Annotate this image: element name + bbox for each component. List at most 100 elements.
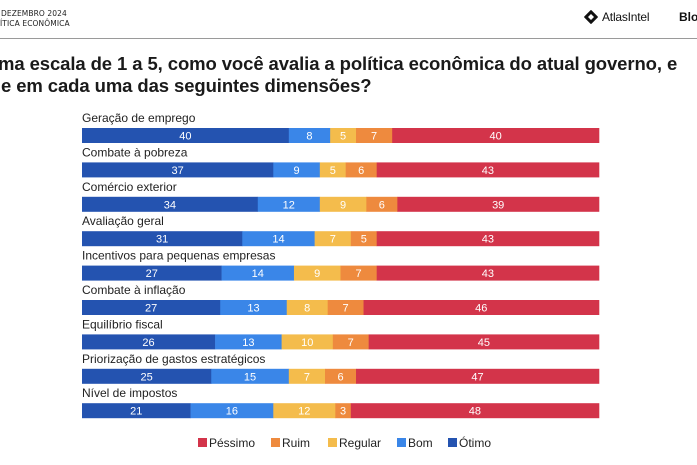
legend-label-ruim: Ruim [282, 436, 310, 450]
bar-segment-bom-comercio-exterior [257, 196, 321, 212]
data-label-otimo-combate-a-inflacao: 27 [145, 303, 157, 315]
bar-segment-pessimo-priorizacao-de-gastos-estrategicos [356, 368, 600, 384]
data-label-regular-nivel-de-impostos: 12 [298, 406, 310, 418]
bar-segment-ruim-priorizacao-de-gastos-estrategicos [324, 368, 357, 384]
bar-segment-regular-combate-a-pobreza [319, 162, 346, 178]
bar-segment-otimo-geracao-de-emprego [82, 128, 290, 143]
data-label-bom-combate-a-pobreza: 9 [293, 165, 299, 177]
bar-segment-regular-avaliacao-geral [314, 231, 352, 247]
legend-swatch-ruim [271, 438, 280, 447]
data-label-regular-comercio-exterior: 9 [340, 199, 346, 211]
legend-label-bom: Bom [408, 436, 433, 450]
category-label-comercio-exterior: Comércio exterior [82, 180, 177, 194]
header-divider [0, 38, 697, 39]
data-label-bom-priorizacao-de-gastos-estrategicos: 15 [244, 371, 256, 383]
bar-segment-ruim-geracao-de-emprego [356, 128, 393, 143]
data-label-pessimo-incentivos-para-pequenas-empresas: 43 [482, 268, 494, 280]
data-label-otimo-nivel-de-impostos: 21 [130, 406, 142, 418]
data-label-otimo-equilibrio-fiscal: 26 [142, 337, 154, 349]
legend-swatch-bom [397, 438, 406, 447]
report-header: DEZEMBRO 2024 ÍTICA ECONÔMICA [0, 9, 70, 29]
data-label-pessimo-nivel-de-impostos: 48 [469, 406, 481, 418]
bar-segment-otimo-combate-a-inflacao [82, 300, 221, 315]
data-label-ruim-priorizacao-de-gastos-estrategicos: 6 [337, 371, 343, 383]
bar-segment-bom-geracao-de-emprego [288, 128, 331, 143]
bar-segment-pessimo-incentivos-para-pequenas-empresas [376, 265, 600, 281]
bar-segment-otimo-avaliacao-geral [82, 231, 243, 247]
bar-segment-bom-avaliacao-geral [242, 231, 315, 247]
data-label-ruim-combate-a-inflacao: 7 [343, 303, 349, 315]
bar-segment-ruim-combate-a-pobreza [345, 162, 377, 178]
bar-segment-otimo-incentivos-para-pequenas-empresas [82, 265, 222, 281]
report-topic: ÍTICA ECONÔMICA [0, 19, 70, 28]
report-date: DEZEMBRO 2024 [1, 9, 67, 18]
data-label-regular-combate-a-inflacao: 8 [304, 303, 310, 315]
bar-segment-regular-priorizacao-de-gastos-estrategicos [288, 368, 326, 384]
atlasintel-logo-icon [584, 10, 598, 24]
data-label-otimo-priorizacao-de-gastos-estrategicos: 25 [141, 371, 153, 383]
bar-segment-bom-combate-a-inflacao [220, 300, 288, 315]
category-label-nivel-de-impostos: Nível de impostos [82, 386, 177, 400]
legend-label-pessimo: Péssimo [209, 436, 255, 450]
data-label-ruim-incentivos-para-pequenas-empresas: 7 [356, 268, 362, 280]
category-label-geracao-de-emprego: Geração de emprego [82, 111, 196, 125]
data-label-ruim-geracao-de-emprego: 7 [371, 131, 377, 143]
data-label-ruim-combate-a-pobreza: 6 [358, 165, 364, 177]
bar-segment-otimo-comercio-exterior [82, 196, 259, 212]
chart-title-line-2: e em cada uma das seguintes dimensões? [1, 75, 372, 96]
data-label-pessimo-comercio-exterior: 39 [492, 199, 504, 211]
data-label-pessimo-priorizacao-de-gastos-estrategicos: 47 [471, 371, 483, 383]
data-label-regular-avaliacao-geral: 7 [330, 234, 336, 246]
category-label-incentivos-para-pequenas-empresas: Incentivos para pequenas empresas [82, 249, 275, 263]
data-label-otimo-combate-a-pobreza: 37 [172, 165, 184, 177]
data-label-bom-equilibrio-fiscal: 13 [242, 337, 254, 349]
bar-segment-bom-priorizacao-de-gastos-estrategicos [211, 368, 290, 384]
bar-segment-ruim-avaliacao-geral [350, 231, 377, 247]
legend-swatch-otimo [448, 438, 457, 447]
bar-segment-pessimo-geracao-de-emprego [392, 128, 600, 143]
legend-label-otimo: Ótimo [459, 435, 491, 450]
bar-segment-ruim-comercio-exterior [366, 196, 398, 212]
bar-segment-bom-equilibrio-fiscal [215, 334, 282, 350]
legend-swatch-regular [328, 438, 337, 447]
bar-segment-ruim-nivel-de-impostos [335, 403, 352, 419]
bar-segment-regular-incentivos-para-pequenas-empresas [293, 265, 341, 281]
data-label-otimo-avaliacao-geral: 31 [156, 234, 168, 246]
data-label-bom-combate-a-inflacao: 13 [247, 303, 259, 315]
bar-segment-ruim-equilibrio-fiscal [332, 334, 369, 350]
data-label-otimo-geracao-de-emprego: 40 [179, 131, 191, 143]
bar-segment-regular-equilibrio-fiscal [281, 334, 334, 350]
data-label-regular-combate-a-pobreza: 5 [330, 165, 336, 177]
data-label-bom-comercio-exterior: 12 [283, 199, 295, 211]
chart-title: ma escala de 1 a 5, como você avalia a p… [0, 53, 697, 97]
legend-swatch-pessimo [198, 438, 207, 447]
data-label-otimo-incentivos-para-pequenas-empresas: 27 [146, 268, 158, 280]
nav-blog-link[interactable]: Blo [679, 10, 697, 24]
data-label-ruim-comercio-exterior: 6 [379, 199, 385, 211]
bar-segment-bom-incentivos-para-pequenas-empresas [221, 265, 295, 281]
data-label-pessimo-combate-a-inflacao: 46 [475, 303, 487, 315]
bar-segment-otimo-priorizacao-de-gastos-estrategicos [82, 368, 212, 384]
category-label-priorizacao-de-gastos-estrategicos: Priorização de gastos estratégicos [82, 352, 265, 366]
bar-segment-pessimo-avaliacao-geral [376, 231, 600, 247]
bar-segment-pessimo-equilibrio-fiscal [368, 334, 600, 350]
category-label-equilibrio-fiscal: Equilíbrio fiscal [82, 317, 163, 331]
bar-segment-otimo-nivel-de-impostos [82, 403, 191, 419]
bar-segment-regular-combate-a-inflacao [286, 300, 328, 315]
bar-segment-ruim-incentivos-para-pequenas-empresas [340, 265, 377, 281]
data-label-pessimo-equilibrio-fiscal: 45 [478, 337, 490, 349]
bar-segment-otimo-combate-a-pobreza [82, 162, 274, 178]
bar-segment-pessimo-nivel-de-impostos [350, 403, 600, 419]
data-label-bom-incentivos-para-pequenas-empresas: 14 [252, 268, 264, 280]
chart-title-line-1: ma escala de 1 a 5, como você avalia a p… [0, 53, 678, 74]
data-label-regular-equilibrio-fiscal: 10 [301, 337, 313, 349]
data-label-otimo-comercio-exterior: 34 [164, 199, 176, 211]
data-label-pessimo-avaliacao-geral: 43 [482, 234, 494, 246]
bar-segment-regular-comercio-exterior [319, 196, 367, 212]
bar-segment-bom-combate-a-pobreza [273, 162, 321, 178]
data-label-pessimo-combate-a-pobreza: 43 [482, 165, 494, 177]
data-label-ruim-avaliacao-geral: 5 [361, 234, 367, 246]
category-label-combate-a-inflacao: Combate à inflação [82, 283, 186, 297]
brand-logo[interactable]: AtlasIntel [584, 10, 650, 24]
